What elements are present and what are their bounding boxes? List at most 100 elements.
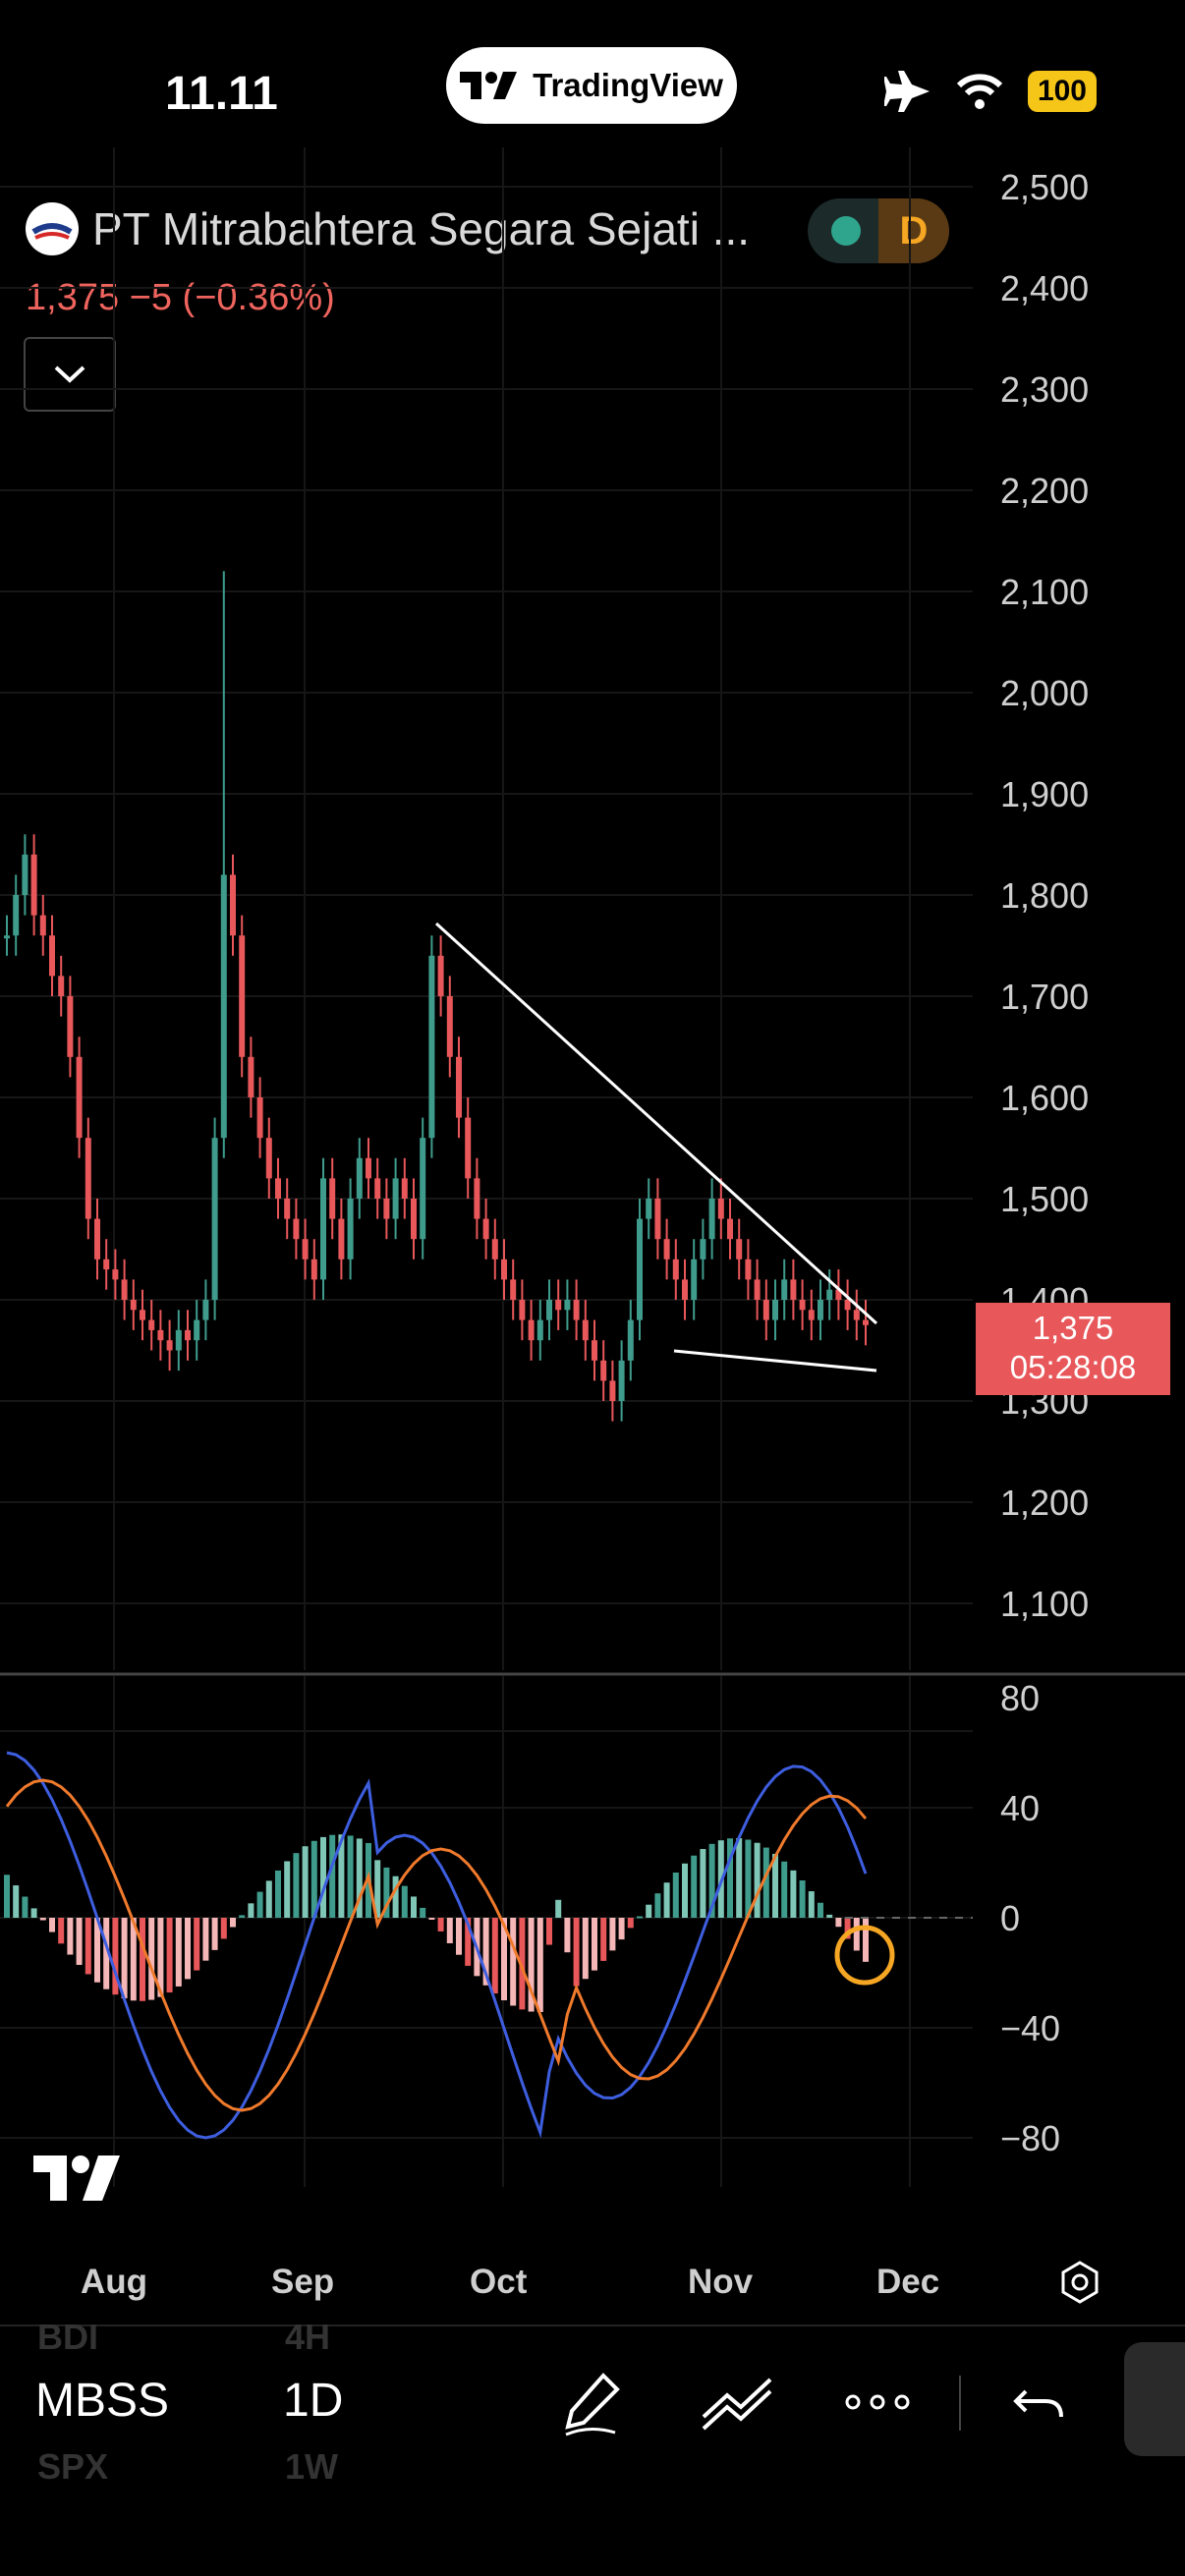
candle-body xyxy=(754,1279,761,1300)
trendline-tool-icon[interactable] xyxy=(700,2368,774,2436)
side-panel-handle[interactable] xyxy=(1124,2342,1185,2456)
tradingview-pill[interactable]: TradingView xyxy=(446,47,737,124)
macd-histogram-bar xyxy=(700,1849,706,1918)
interval-next[interactable]: 1W xyxy=(285,2446,338,2487)
candle-body xyxy=(646,1199,652,1219)
candle-body xyxy=(293,1218,300,1240)
candle-body xyxy=(799,1300,806,1311)
candle-body xyxy=(790,1279,797,1300)
macd-histogram-bar xyxy=(528,1918,535,2012)
macd-histogram-bar xyxy=(130,1918,137,2001)
time-axis-label: Oct xyxy=(470,2263,528,2301)
candle-body xyxy=(13,895,20,936)
crossover-annotation-circle xyxy=(834,1925,895,1986)
macd-histogram-bar xyxy=(600,1918,607,1961)
macd-axis-label: −40 xyxy=(1000,2008,1061,2048)
macd-histogram-bar xyxy=(609,1918,616,1951)
macd-histogram-bar xyxy=(265,1880,272,1918)
ticker-selector[interactable]: MBSS xyxy=(35,2375,170,2427)
macd-histogram-bar xyxy=(519,1918,526,2010)
tradingview-watermark-icon xyxy=(33,2156,120,2201)
candle-body xyxy=(446,996,453,1057)
price-axis-label: 1,500 xyxy=(1000,1179,1090,1219)
candle-body xyxy=(148,1319,155,1330)
macd-histogram-bar xyxy=(482,1918,489,1986)
interval-prev[interactable]: 4H xyxy=(285,2317,331,2357)
candle-body xyxy=(546,1300,552,1320)
macd-histogram-bar xyxy=(501,1918,507,2001)
ticker-next[interactable]: SPX xyxy=(37,2446,109,2487)
candle-body xyxy=(482,1218,489,1240)
macd-histogram-bar xyxy=(546,1918,552,1945)
candle-body xyxy=(700,1239,706,1260)
drawing-pen-icon[interactable] xyxy=(560,2368,629,2436)
macd-histogram-bar xyxy=(799,1879,806,1918)
candle-body xyxy=(67,996,74,1057)
bottom-toolbar xyxy=(0,2324,1185,2576)
macd-histogram-bar xyxy=(293,1853,300,1918)
macd-histogram-bar xyxy=(383,1867,390,1918)
candle-body xyxy=(736,1239,743,1260)
macd-histogram-bar xyxy=(30,1908,37,1918)
macd-histogram-bar xyxy=(691,1855,698,1918)
macd-histogram-bar xyxy=(356,1838,363,1918)
macd-histogram-bar xyxy=(637,1916,643,1919)
ticker-prev[interactable]: BDI xyxy=(37,2317,98,2357)
price-axis-label: 1,900 xyxy=(1000,774,1090,814)
interval-selector[interactable]: 1D xyxy=(283,2375,344,2427)
macd-histogram-bar xyxy=(284,1861,291,1918)
more-options-icon[interactable] xyxy=(843,2368,912,2436)
candle-body xyxy=(392,1178,399,1219)
candle-body xyxy=(329,1178,336,1219)
candle-body xyxy=(717,1199,724,1219)
candle-body xyxy=(555,1300,562,1311)
macd-histogram-bar xyxy=(121,1918,128,1999)
candle-body xyxy=(654,1199,661,1240)
macd-chart[interactable] xyxy=(0,1676,1185,2187)
tradingview-logo-icon xyxy=(460,72,518,99)
macd-histogram-bar xyxy=(67,1918,74,1955)
macd-histogram-bar xyxy=(194,1918,200,1971)
macd-histogram-bar xyxy=(166,1918,173,1993)
candle-body xyxy=(501,1259,507,1280)
price-axis-label: 1,800 xyxy=(1000,875,1090,916)
macd-histogram-bar xyxy=(646,1904,652,1918)
price-axis-label: 2,500 xyxy=(1000,167,1090,207)
candle-body xyxy=(853,1310,860,1320)
macd-histogram-bar xyxy=(555,1899,562,1918)
candle-body xyxy=(374,1178,381,1199)
candle-body xyxy=(456,1056,462,1118)
candle-body xyxy=(401,1178,408,1199)
market-status-badge[interactable]: D xyxy=(808,198,949,263)
price-axis-label: 1,200 xyxy=(1000,1483,1090,1523)
macd-histogram-bar xyxy=(338,1834,345,1918)
candle-body xyxy=(166,1340,173,1351)
candle-body xyxy=(175,1329,182,1351)
macd-histogram-bar xyxy=(374,1860,381,1918)
macd-histogram-bar xyxy=(392,1876,399,1918)
symbol-header[interactable]: PT Mitrabahtera Segara Sejati ... xyxy=(26,202,750,255)
macd-axis-label: 40 xyxy=(1000,1788,1041,1828)
price-chart[interactable] xyxy=(0,147,1185,1818)
macd-histogram-bar xyxy=(230,1918,236,1928)
candle-body xyxy=(220,874,227,1139)
candle-body xyxy=(510,1279,517,1300)
candle-body xyxy=(58,976,65,996)
candle-body xyxy=(76,1056,83,1139)
wifi-icon xyxy=(956,74,1002,109)
candle-body xyxy=(85,1138,91,1219)
macd-histogram-bar xyxy=(762,1847,769,1918)
candle-body xyxy=(691,1259,698,1300)
signal-line xyxy=(5,1778,868,2112)
candle-body xyxy=(762,1300,769,1320)
candle-body xyxy=(383,1199,390,1219)
macd-histogram-bar xyxy=(202,1918,209,1961)
candle-body xyxy=(103,1259,110,1270)
macd-histogram-bar xyxy=(573,1918,580,1987)
candle-body xyxy=(121,1279,128,1300)
candle-body xyxy=(356,1157,363,1199)
undo-icon[interactable] xyxy=(1012,2368,1071,2436)
macd-histogram-bar xyxy=(456,1918,462,1955)
candle-body xyxy=(347,1199,354,1260)
chart-settings-icon[interactable] xyxy=(1057,2260,1102,2305)
